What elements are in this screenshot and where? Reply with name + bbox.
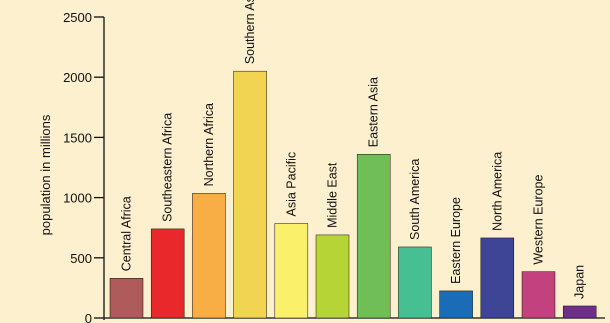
y-tick-label: 2500 — [63, 10, 92, 25]
bar — [150, 228, 185, 319]
y-tick-label: 1500 — [63, 130, 92, 145]
bar-label: South America — [408, 159, 422, 240]
y-tick-label: 1000 — [63, 191, 92, 206]
bar-label: Asia Pacific — [284, 152, 298, 217]
bar — [233, 70, 267, 319]
bar — [521, 271, 556, 319]
bar — [439, 290, 473, 319]
y-axis: 0 500 1000 1500 2000 2500 — [63, 10, 605, 323]
bar-label: North America — [490, 152, 504, 231]
bar-label: Southeastern Africa — [161, 113, 175, 222]
bar — [109, 278, 144, 319]
bars — [109, 70, 597, 319]
bar-label: Japan — [573, 265, 587, 299]
bar-label: Western Europe — [532, 175, 546, 265]
y-tick-label: 2000 — [63, 70, 92, 85]
bar-label: Central Africa — [120, 196, 134, 271]
bar — [192, 193, 226, 319]
y-tick-label: 500 — [70, 251, 92, 266]
bar-labels: Central Africa Southeastern Africa Norther… — [120, 0, 587, 299]
bar — [398, 246, 432, 319]
bar — [480, 237, 515, 319]
y-tick-label: 0 — [85, 311, 92, 323]
bar — [315, 234, 350, 319]
bar-label: Middle East — [326, 162, 340, 228]
bar-label: Eastern Europe — [449, 197, 463, 284]
bar-label: Eastern Asia — [367, 77, 381, 147]
y-axis-label: population in millions — [38, 114, 53, 235]
bar-label: Northern Africa — [202, 103, 216, 186]
bar — [274, 223, 309, 319]
bar — [562, 305, 597, 319]
bar — [356, 154, 391, 319]
bar-label: Southern Asia — [243, 0, 257, 64]
